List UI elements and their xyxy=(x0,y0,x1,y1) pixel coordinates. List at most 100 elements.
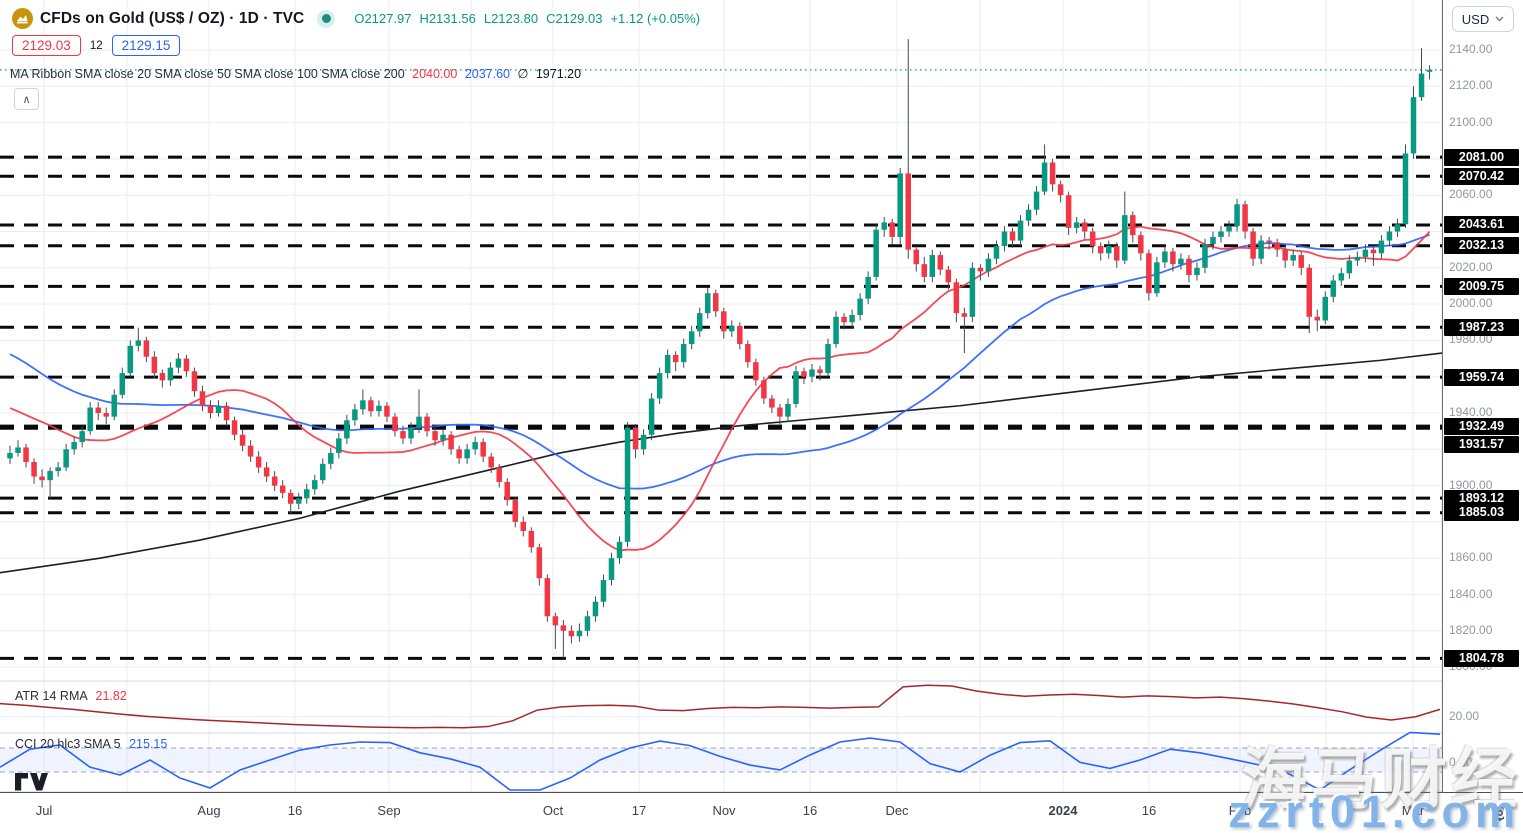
candle-body-down xyxy=(905,173,911,250)
candle-body-down xyxy=(921,264,928,277)
candle-body-down xyxy=(560,625,567,631)
candle-body-up xyxy=(592,601,599,617)
candle-body-up xyxy=(408,427,414,439)
candle-body-down xyxy=(496,467,502,482)
candle-body-down xyxy=(432,431,438,441)
time-tick-label[interactable]: Oct xyxy=(542,803,564,818)
candle-body-down xyxy=(368,400,374,412)
candle-body-down xyxy=(1282,249,1288,261)
candle-body-down xyxy=(536,547,543,579)
symbol-legend[interactable]: CFDs on Gold (US$ / OZ) · 1D · TVC O2127… xyxy=(12,8,700,29)
candle-body-down xyxy=(568,630,575,637)
candle-body-up xyxy=(1354,256,1361,261)
candle-body-up xyxy=(664,354,671,374)
candle-body-down xyxy=(721,311,727,332)
ohlc-high: H2131.56 xyxy=(419,11,476,26)
ma-ribbon-title: MA Ribbon SMA close 20 SMA close 50 SMA … xyxy=(10,67,405,81)
tradingview-logo[interactable] xyxy=(14,772,48,792)
candle-body-up xyxy=(993,246,1000,259)
candle-body-down xyxy=(23,447,29,463)
level-price-label: 1804.78 xyxy=(1444,649,1519,667)
time-tick-label[interactable]: Aug xyxy=(197,803,221,818)
ma-ribbon-sma50-value: 2037.60 xyxy=(464,67,510,81)
level-price-label: 2032.13 xyxy=(1444,237,1519,255)
ma-ribbon-legend[interactable]: MA Ribbon SMA close 20 SMA close 50 SMA … xyxy=(10,66,585,81)
time-tick-label[interactable]: Nov xyxy=(712,803,736,818)
level-price-label: 2009.75 xyxy=(1444,277,1519,295)
candle-body-down xyxy=(953,282,960,314)
candle-body-down xyxy=(1370,249,1377,254)
candle-body-down xyxy=(424,416,430,432)
candle-body-down xyxy=(255,456,262,468)
candle-body-up xyxy=(680,344,687,363)
time-tick-label[interactable]: Sep xyxy=(377,803,401,818)
time-tick-label[interactable]: 17 xyxy=(631,803,647,818)
time-tick-label[interactable]: Feb xyxy=(1228,803,1252,818)
cci-legend[interactable]: CCI 20 hlc3 SMA 5 215.15 xyxy=(10,737,167,751)
candle-body-up xyxy=(656,373,663,399)
time-tick-label[interactable]: 16 xyxy=(1141,803,1157,818)
level-price-label: 1885.03 xyxy=(1444,504,1519,522)
candle-body-up xyxy=(1025,209,1032,221)
candle-body-up xyxy=(215,405,222,413)
price-axis[interactable]: USD 2140.00 2120.00 2100.00 2060.00 2020.00 2… xyxy=(1443,0,1523,792)
time-axis[interactable]: Jul Aug 16 Sep Oct 17 Nov 16 Dec 2024 16 Feb Mar xyxy=(0,793,1523,833)
atr-title: ATR 14 RMA xyxy=(15,689,88,703)
time-tick-label[interactable]: Jul xyxy=(35,803,53,818)
candle-body-up xyxy=(1330,280,1337,297)
candle-body-down xyxy=(287,492,294,504)
cci-title: CCI 20 hlc3 SMA 5 xyxy=(15,737,121,751)
candle-body-down xyxy=(231,420,238,435)
time-tick-label[interactable]: Dec xyxy=(885,803,909,818)
symbol-title[interactable]: CFDs on Gold (US$ / OZ) · 1D · TVC xyxy=(40,9,305,27)
candle-body-down xyxy=(745,344,751,363)
market-status-icon[interactable] xyxy=(317,9,336,28)
sma200-line xyxy=(0,352,1443,574)
candle-body-down xyxy=(1250,231,1256,259)
watermark-chinese: 海马财经 xyxy=(1241,741,1521,818)
pane-settings-button[interactable] xyxy=(1487,801,1513,825)
candle-body-down xyxy=(1057,184,1064,196)
candle-body-up xyxy=(600,579,607,602)
candle-body-down xyxy=(239,434,246,446)
candle-body-up xyxy=(135,340,142,346)
candle-body-down xyxy=(191,371,198,392)
candle-body-up xyxy=(1162,251,1168,263)
candle-body-up xyxy=(1178,258,1184,265)
candle-body-up xyxy=(696,313,703,332)
time-tick-label[interactable]: 2024 xyxy=(1048,803,1078,818)
candle-body-up xyxy=(1073,222,1080,228)
chevron-up-icon: ∧ xyxy=(22,93,31,106)
time-tick-label[interactable]: Mar xyxy=(1401,803,1425,818)
candle-body-down xyxy=(392,416,398,432)
currency-label: USD xyxy=(1461,11,1490,27)
atr-legend[interactable]: ATR 14 RMA 21.82 xyxy=(10,689,127,703)
level-price-label: 2043.61 xyxy=(1444,216,1519,234)
candle-body-down xyxy=(1314,316,1321,321)
candle-body-down xyxy=(945,269,952,283)
candle-body-down xyxy=(456,449,462,459)
candle-body-down xyxy=(159,373,166,381)
candle-body-down xyxy=(913,249,920,265)
candle-body-down xyxy=(761,380,767,399)
candle-body-up xyxy=(929,255,936,277)
candle-body-down xyxy=(889,222,895,237)
candle-body-down xyxy=(1242,204,1248,232)
buy-price-button[interactable]: 2129.15 xyxy=(111,35,181,56)
time-tick-label[interactable]: 16 xyxy=(287,803,303,818)
candle-body-down xyxy=(1130,215,1136,236)
price-tick-label: 1940.00 xyxy=(1449,405,1493,419)
candle-body-down xyxy=(143,340,150,357)
collapse-legend-button[interactable]: ∧ xyxy=(14,88,39,110)
time-tick-label[interactable]: 16 xyxy=(802,803,818,818)
candle-body-up xyxy=(616,541,623,559)
currency-selector[interactable]: USD xyxy=(1452,6,1514,32)
candle-body-up xyxy=(608,558,615,580)
candle-body-up xyxy=(1426,69,1433,72)
price-tick-label: 1860.00 xyxy=(1449,550,1493,565)
candle-body-down xyxy=(31,462,37,477)
sell-price-button[interactable]: 2129.03 xyxy=(12,35,81,56)
gear-icon xyxy=(1492,805,1508,821)
